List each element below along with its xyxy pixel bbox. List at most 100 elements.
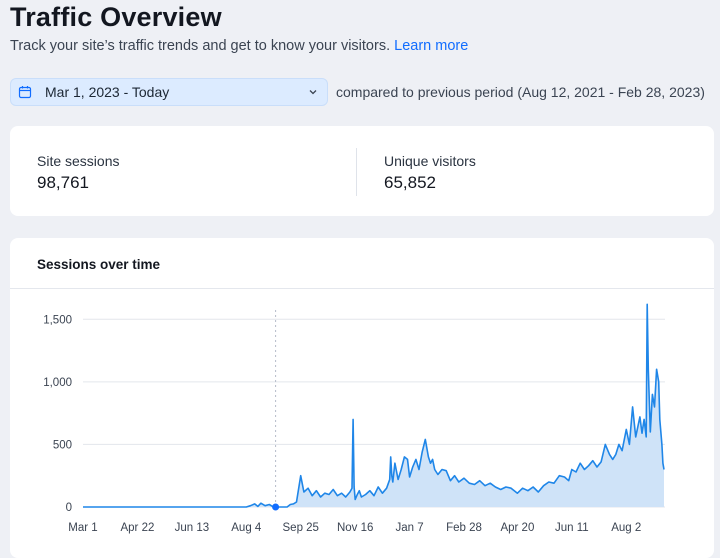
data-point <box>303 491 304 492</box>
data-point <box>612 459 613 460</box>
data-point <box>250 505 251 506</box>
data-point <box>458 481 459 482</box>
data-point <box>605 444 606 445</box>
page-title: Traffic Overview <box>10 2 222 32</box>
data-point <box>584 469 585 470</box>
data-point <box>355 499 356 500</box>
data-point <box>495 486 496 487</box>
x-tick-label: Mar 1 <box>68 522 97 534</box>
x-tick-label: Aug 2 <box>611 522 641 534</box>
y-tick-label: 1,000 <box>43 377 72 389</box>
data-point <box>543 485 544 486</box>
learn-more-link[interactable]: Learn more <box>394 38 469 54</box>
data-point <box>404 456 405 457</box>
data-point <box>646 436 647 437</box>
data-point <box>137 506 138 507</box>
data-point <box>341 493 342 494</box>
data-point <box>564 476 565 477</box>
data-point <box>333 489 334 490</box>
data-point <box>596 466 597 467</box>
data-point <box>656 369 657 370</box>
data-point <box>296 501 297 502</box>
date-range-dropdown[interactable]: Mar 1, 2023 - Today <box>10 78 328 106</box>
data-point <box>308 488 309 489</box>
data-point <box>392 481 393 482</box>
data-point <box>394 463 395 464</box>
data-point <box>391 475 392 476</box>
calendar-icon <box>18 85 32 99</box>
data-point <box>115 506 116 507</box>
unique-visitors-label: Unique visitors <box>384 153 476 169</box>
data-point <box>648 369 649 370</box>
data-point <box>369 490 370 491</box>
data-point <box>386 488 387 489</box>
data-point <box>425 439 426 440</box>
data-point <box>505 486 506 487</box>
data-point <box>82 506 83 507</box>
data-point <box>618 444 619 445</box>
data-point <box>463 478 464 479</box>
data-point <box>484 485 485 486</box>
data-point <box>337 495 338 496</box>
y-tick-label: 1,500 <box>43 314 72 326</box>
data-point <box>644 419 645 420</box>
data-point <box>575 471 576 472</box>
unique-visitors-value: 65,852 <box>384 173 436 192</box>
data-point <box>287 506 288 507</box>
data-point <box>373 495 374 496</box>
data-point <box>652 394 653 395</box>
data-point <box>601 461 602 462</box>
x-tick-label: Aug 4 <box>231 522 262 534</box>
data-point <box>658 381 659 382</box>
data-point <box>588 465 589 466</box>
data-point <box>97 506 98 507</box>
data-point <box>422 451 423 452</box>
data-point <box>415 459 416 460</box>
data-point <box>580 463 581 464</box>
data-point <box>312 495 313 496</box>
data-point <box>418 469 419 470</box>
data-point <box>349 491 350 492</box>
data-point <box>412 466 413 467</box>
data-point <box>354 486 355 487</box>
data-point <box>345 496 346 497</box>
sessions-chart[interactable]: 0 500 1,000 1,500 Mar 1 Apr 22 Jun 13 Aug 4 Sep … <box>10 238 714 558</box>
data-point <box>241 506 242 507</box>
x-tick-label: Sep 25 <box>283 522 319 534</box>
x-tick-label: Jan 7 <box>396 522 424 534</box>
data-point <box>622 450 623 451</box>
data-point <box>450 480 451 481</box>
data-point <box>430 463 431 464</box>
data-point <box>654 406 655 407</box>
data-point <box>659 419 660 420</box>
data-point <box>538 491 539 492</box>
sessions-chart-card: Sessions over time 0 500 1,000 1,500 Mar 1 Ap… <box>10 238 714 558</box>
data-point <box>293 503 294 504</box>
data-point <box>441 469 442 470</box>
data-point <box>637 426 638 427</box>
data-point <box>559 475 560 476</box>
chart-title: Sessions over time <box>37 257 161 272</box>
data-point <box>533 486 534 487</box>
x-tick-label: Apr 20 <box>500 522 534 534</box>
subtitle-text: Track your site’s traffic trends and get… <box>10 38 391 54</box>
data-point <box>650 431 651 432</box>
data-point <box>398 479 399 480</box>
chart-divider <box>10 288 714 289</box>
data-point <box>432 459 433 460</box>
unique-visitors-stat: Unique visitors 65,852 <box>384 153 476 193</box>
sessions-area <box>83 304 664 507</box>
data-point <box>361 496 362 497</box>
data-point <box>324 493 325 494</box>
data-point <box>662 463 663 464</box>
data-point <box>647 304 648 305</box>
data-point <box>548 481 549 482</box>
data-point <box>479 480 480 481</box>
data-point <box>446 470 447 471</box>
data-point <box>469 483 470 484</box>
data-point <box>235 506 236 507</box>
data-point <box>254 503 255 504</box>
data-point <box>568 480 569 481</box>
data-point <box>407 459 408 460</box>
data-point <box>284 506 285 507</box>
